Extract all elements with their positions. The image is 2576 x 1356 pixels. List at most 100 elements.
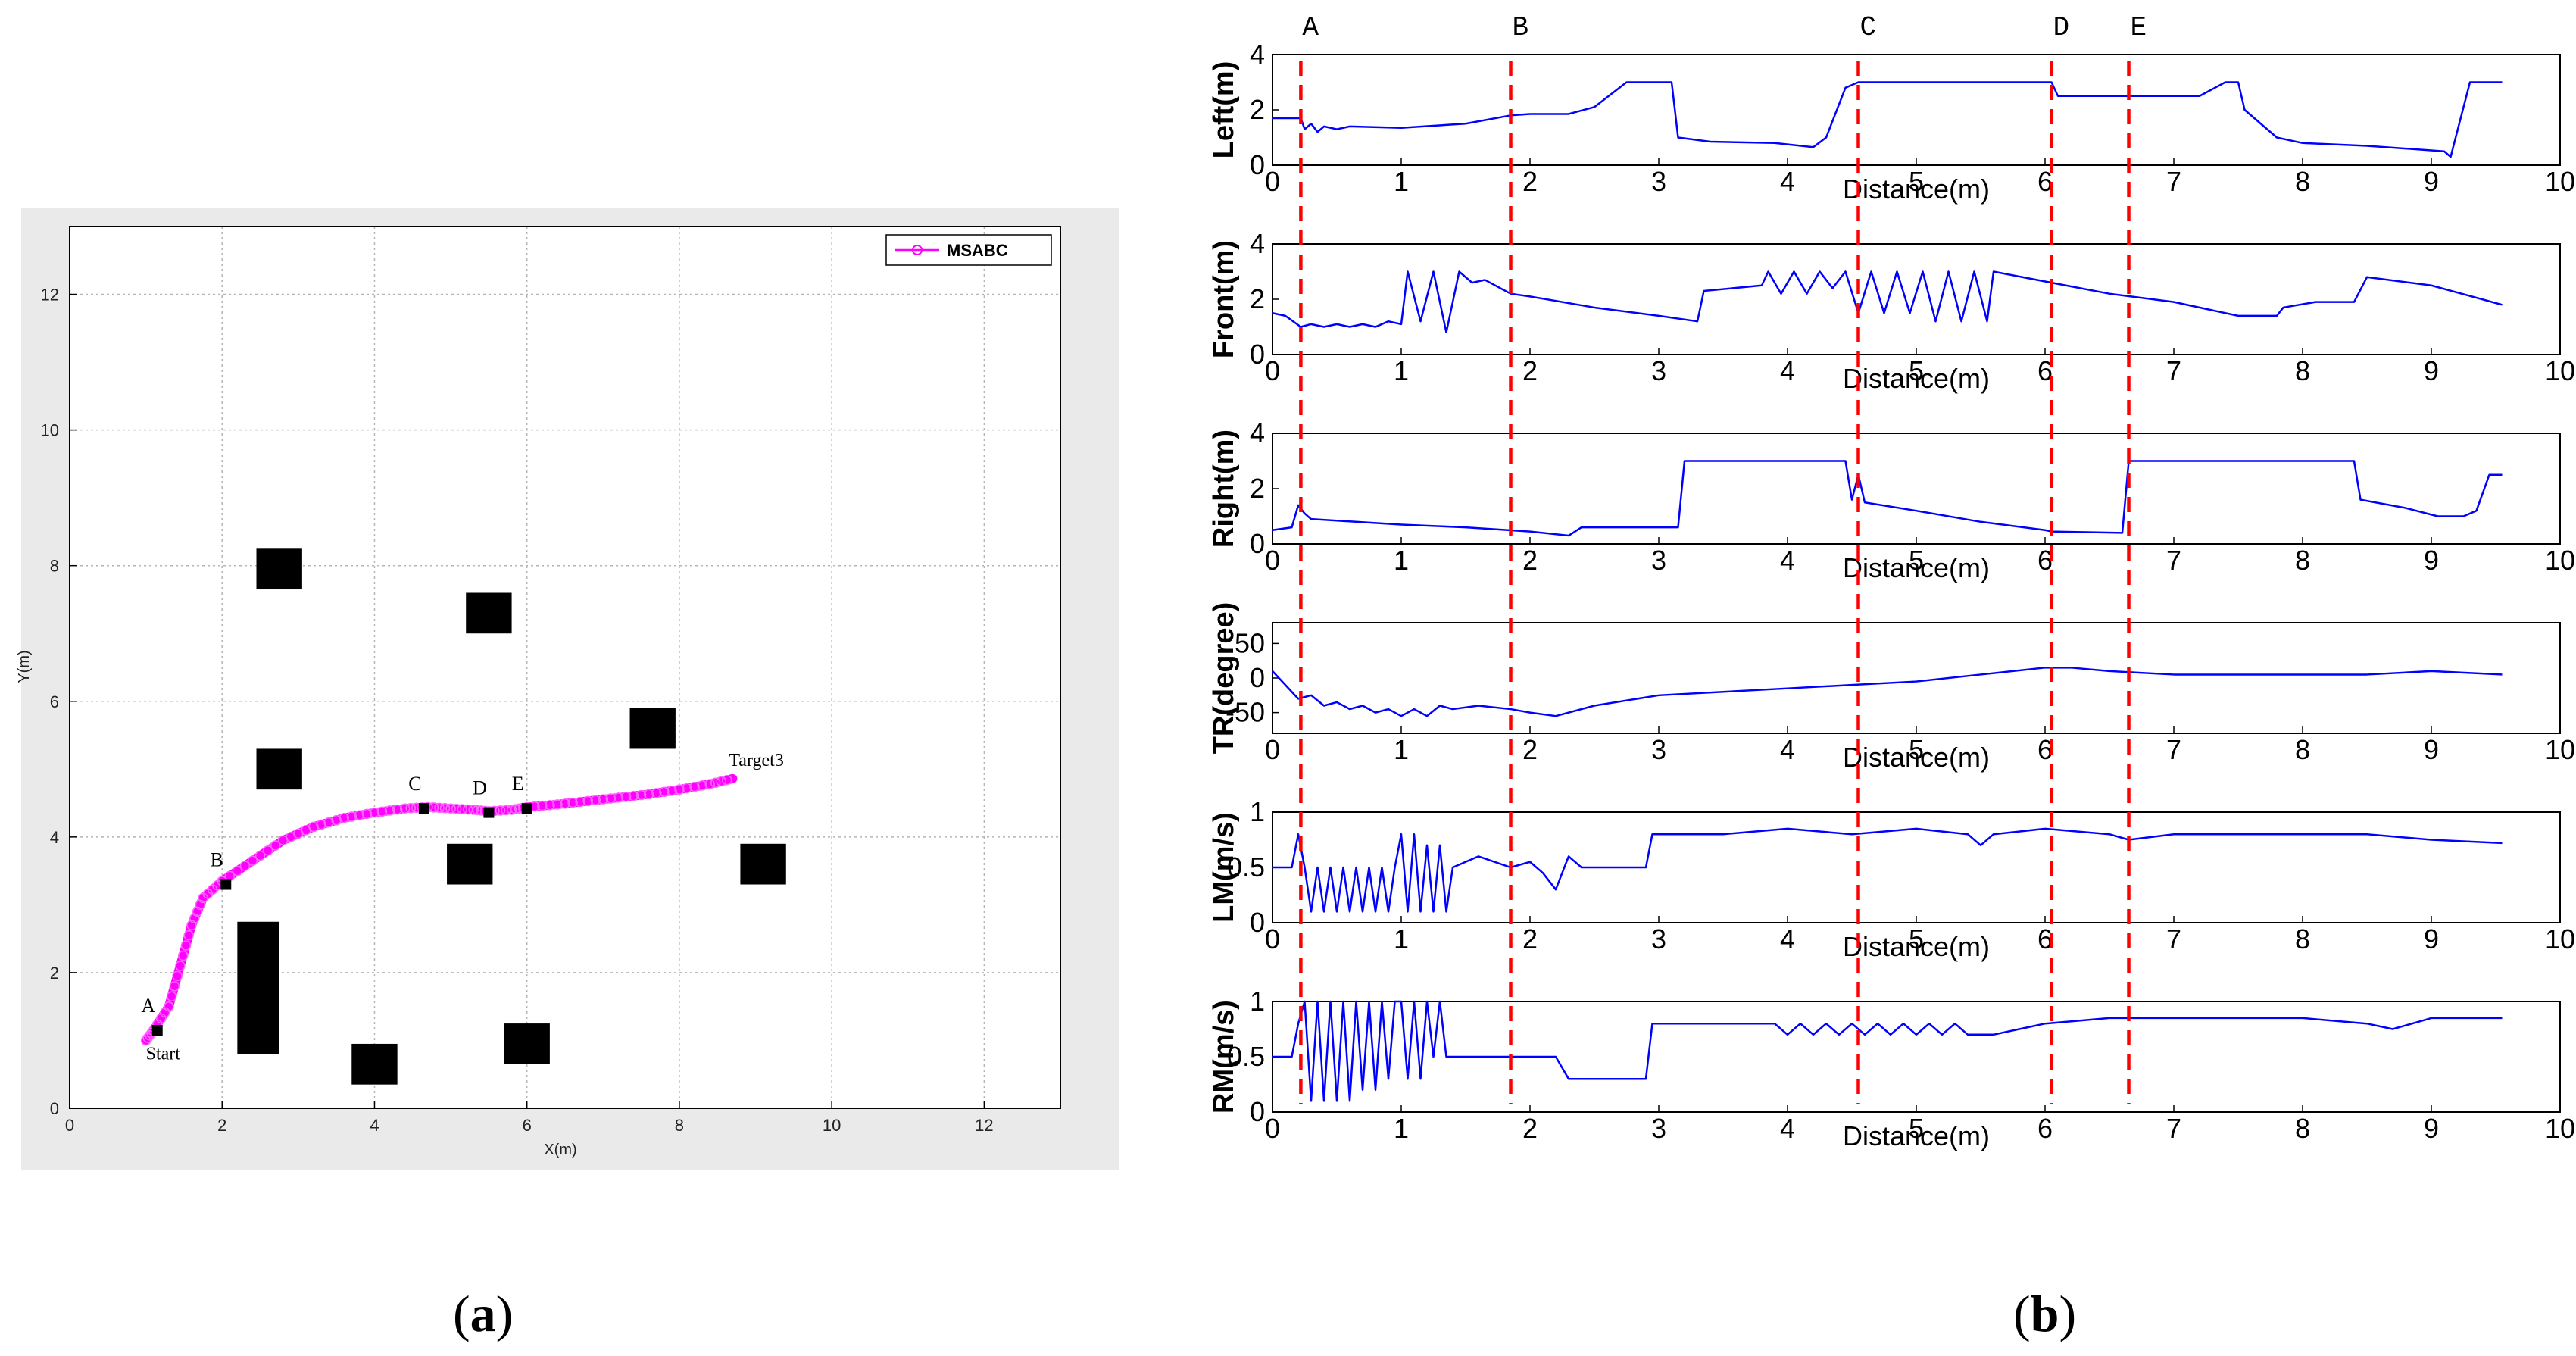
y-axis-label: Y(m) (16, 650, 33, 683)
x-tick-label: 3 (1651, 355, 1666, 386)
y-tick-label: 1 (1250, 986, 1265, 1017)
trajectory-plot: A B C D E Start Target3 0 2 4 6 8 10 12 0 2 4 6 8 10 12 X(m… (16, 208, 1119, 1170)
x-tick-label: 6 (2037, 734, 2053, 765)
path-point (254, 850, 266, 861)
x-tick-label: 12 (975, 1116, 993, 1135)
path-point (339, 813, 349, 823)
y-tick-label: 0.5 (1227, 851, 1265, 883)
path-point (598, 794, 609, 805)
path-point (172, 970, 183, 982)
x-tick-label: 7 (2166, 355, 2181, 386)
panel-label-b: (b) (2013, 1285, 2077, 1342)
waypoint-label: E (512, 773, 524, 795)
subplot-0: 0 1 2 3 4 5 6 7 8 9 10 0 2 4 Left(m) Distance(m) (1208, 39, 2575, 205)
y-axis-label: RM(m/s) (1208, 1000, 1240, 1114)
y-tick-label: 6 (50, 692, 59, 711)
path-series (140, 773, 738, 1046)
x-tick-label: 0 (1265, 1113, 1280, 1144)
waypoint-label: A (141, 995, 155, 1017)
x-tick-label: 8 (2295, 166, 2310, 197)
path-point (262, 845, 273, 856)
event-label: A (1302, 12, 1319, 43)
obstacle (256, 548, 302, 590)
y-tick-label: 0.5 (1227, 1041, 1265, 1072)
x-tick-label: 10 (823, 1116, 841, 1135)
x-axis-label: Distance(m) (1843, 552, 1990, 583)
waypoint-marker (521, 803, 532, 814)
path-point (667, 785, 677, 796)
path-point (468, 805, 479, 815)
x-tick-label: 4 (1780, 545, 1795, 576)
x-axis-label: X(m) (544, 1142, 576, 1158)
x-tick-label: 6 (2037, 166, 2053, 197)
x-tick-label: 5 (1909, 923, 1924, 955)
y-axis-label: Right(m) (1208, 430, 1240, 548)
event-lines: A B C D E (1299, 12, 2147, 1104)
y-tick-label: 4 (1250, 39, 1265, 70)
y-axis-label: Front(m) (1208, 240, 1240, 358)
event-label: E (2131, 12, 2147, 43)
obstacle (466, 592, 512, 634)
x-tick-label: 10 (2545, 355, 2575, 386)
path-point (434, 802, 445, 814)
path-point (175, 961, 186, 971)
legend-marker (912, 245, 923, 255)
series-line (1272, 1000, 2503, 1102)
x-tick-label: 6 (523, 1116, 532, 1135)
x-tick-label: 1 (1394, 355, 1409, 386)
subplot-frame (1272, 54, 2561, 166)
y-tick-label: 2 (1250, 283, 1265, 314)
obstacle (629, 708, 676, 749)
path-markers: A B C D E Start Target3 (141, 751, 784, 1064)
path-point (510, 804, 521, 814)
waypoint-label: D (473, 777, 487, 799)
y-tick-label: 0 (1250, 1096, 1265, 1127)
subplot-5: 0 1 2 3 4 5 6 7 8 9 10 0 0.5 1 RM(m/s) Distance(m) (1208, 986, 2575, 1151)
obstacles (237, 548, 786, 1085)
x-tick-label: 8 (2295, 355, 2310, 386)
path-point (590, 795, 601, 806)
x-tick-label: 7 (2166, 923, 2181, 955)
path-point (495, 805, 506, 816)
path-point (186, 920, 197, 930)
x-tick-label: 2 (1522, 545, 1538, 576)
path-point (506, 805, 517, 815)
path-point (239, 861, 251, 871)
x-tick-label: 3 (1651, 166, 1666, 197)
path-point (704, 779, 715, 789)
path-point (567, 797, 578, 808)
x-tick-label: 5 (1909, 166, 1924, 197)
obstacle (447, 843, 493, 885)
obstacle (504, 1023, 550, 1064)
subplot-4: 0 1 2 3 4 5 6 7 8 9 10 0 0.5 1 LM(m/s) Distance(m) (1208, 796, 2575, 962)
y-tick-label: 2 (1250, 473, 1265, 504)
path-point (180, 940, 192, 951)
x-axis-label: Distance(m) (1843, 931, 1990, 962)
y-tick-label: -50 (1226, 697, 1265, 728)
x-tick-label: 0 (65, 1116, 74, 1135)
path-point (552, 799, 563, 810)
x-tick-label: 5 (1909, 734, 1924, 765)
path-point (195, 899, 206, 911)
path-point (316, 819, 326, 830)
y-axis-label: Left(m) (1208, 61, 1240, 159)
subplot-2: 0 1 2 3 4 5 6 7 8 9 10 0 2 4 Right(m) Distance(m) (1208, 417, 2575, 583)
series-line (1272, 667, 2503, 717)
path-point (472, 805, 483, 816)
path-point (439, 803, 451, 814)
x-axis-label: Distance(m) (1843, 742, 1990, 773)
path-point (331, 814, 342, 826)
x-tick-label: 10 (2545, 545, 2575, 576)
waypoint-label: C (408, 773, 421, 795)
path-point (582, 795, 593, 807)
subplot-frame (1272, 243, 2561, 355)
x-tick-label: 4 (1780, 923, 1795, 955)
path-point (183, 930, 194, 941)
waypoint-marker (220, 879, 232, 890)
y-tick-label: 12 (41, 286, 59, 305)
path-point (613, 792, 624, 803)
event-label: D (2053, 12, 2070, 43)
